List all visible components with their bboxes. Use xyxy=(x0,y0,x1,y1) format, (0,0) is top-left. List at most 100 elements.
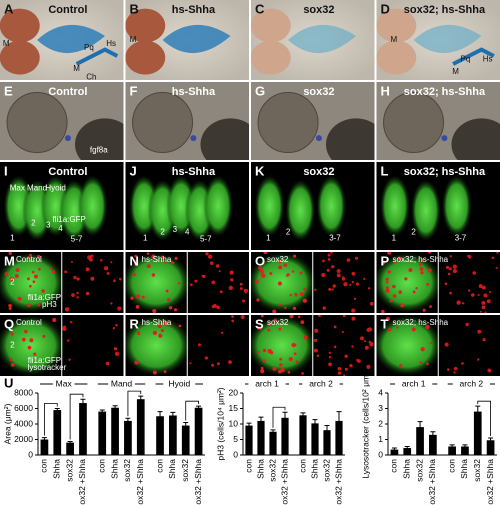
y-tick-label: 4 xyxy=(378,387,383,397)
dot xyxy=(117,306,122,311)
dot xyxy=(420,258,424,262)
dot xyxy=(489,290,492,293)
bar xyxy=(403,448,412,455)
bar xyxy=(390,449,399,455)
dot xyxy=(327,258,331,261)
dot xyxy=(389,298,393,303)
panel-image xyxy=(376,82,500,160)
panel-title: Control xyxy=(48,4,87,16)
gfp xyxy=(0,252,66,313)
dot xyxy=(194,279,198,283)
y-tick-label: 3 xyxy=(378,403,383,413)
annotation: 3-7 xyxy=(455,234,467,243)
dot xyxy=(360,336,364,341)
dot xyxy=(118,277,122,281)
dot xyxy=(344,354,348,358)
annotation: 3 xyxy=(173,225,178,234)
dot xyxy=(64,270,68,274)
error-bar xyxy=(449,444,455,449)
panel-letter: Q xyxy=(4,316,14,331)
panel-title: sox32; hs-Shha xyxy=(404,166,486,178)
annotation: 2 xyxy=(10,278,15,287)
x-tick-label: con xyxy=(297,459,307,473)
dot xyxy=(355,256,359,260)
dot xyxy=(112,327,116,330)
dot xyxy=(336,269,341,274)
dot xyxy=(152,308,157,313)
dot xyxy=(42,334,46,338)
dot xyxy=(496,252,499,254)
x-tick-label: Shha xyxy=(309,459,319,479)
dot xyxy=(160,328,165,333)
dot xyxy=(366,364,371,369)
dot xyxy=(106,272,110,275)
eye xyxy=(251,40,291,75)
dot xyxy=(313,348,318,353)
dot xyxy=(272,366,277,371)
dot xyxy=(29,253,33,257)
dot xyxy=(483,293,488,298)
group-label: Hyoid xyxy=(168,378,190,388)
y-tick-label: 0 xyxy=(28,449,33,459)
dot xyxy=(262,359,266,363)
bar xyxy=(323,430,331,455)
dot xyxy=(262,348,267,353)
annotation: 2 xyxy=(31,219,36,228)
significance-bracket xyxy=(44,403,58,436)
dot xyxy=(399,363,403,368)
panel-letter: O xyxy=(255,253,265,268)
error-bar xyxy=(417,421,423,433)
x-tick-label: con xyxy=(154,459,164,473)
dot xyxy=(17,296,22,301)
x-tick-label: sox32 xyxy=(122,459,132,482)
dot xyxy=(344,367,348,371)
dot xyxy=(165,289,169,293)
dot xyxy=(64,307,70,312)
dot xyxy=(261,270,265,274)
yolk xyxy=(451,118,500,160)
dot xyxy=(447,368,450,371)
panel-title: hs-Shha xyxy=(142,255,172,264)
dot xyxy=(228,360,232,364)
dot xyxy=(349,363,353,368)
dot xyxy=(141,295,145,299)
panel-letter: H xyxy=(381,83,390,98)
dot xyxy=(269,271,273,276)
annotation: Pq xyxy=(84,43,94,52)
panel-image xyxy=(0,82,124,160)
y-tick-label: 0 xyxy=(233,449,238,459)
dot xyxy=(261,273,266,278)
dot xyxy=(8,303,12,308)
annotation: Hs xyxy=(483,54,493,63)
annotation: 5-7 xyxy=(71,235,83,244)
panel-image xyxy=(125,0,249,80)
dot xyxy=(32,280,36,284)
arch xyxy=(254,175,285,237)
error-bar xyxy=(300,412,306,418)
dot xyxy=(163,260,167,264)
significance-bracket xyxy=(185,400,199,421)
dot xyxy=(482,337,486,342)
dot xyxy=(205,252,209,256)
error-bar xyxy=(246,422,252,429)
panel-letter: G xyxy=(255,83,265,98)
error-bar xyxy=(112,405,118,410)
dot xyxy=(321,259,325,263)
x-tick-label: sox32 +Shha xyxy=(193,459,203,505)
gfp xyxy=(251,252,317,313)
dot xyxy=(382,261,386,265)
dot xyxy=(218,270,221,273)
dot xyxy=(364,345,369,350)
error-bar xyxy=(462,444,468,449)
dot xyxy=(299,292,304,297)
dot xyxy=(287,370,291,374)
annotation: lysotracker xyxy=(28,363,67,372)
dot xyxy=(135,294,141,299)
dot xyxy=(113,347,118,351)
dot xyxy=(461,362,464,365)
y-tick-label: 8000 xyxy=(14,387,33,397)
dot xyxy=(465,322,469,327)
dot xyxy=(331,265,335,269)
error-bar xyxy=(282,411,288,424)
